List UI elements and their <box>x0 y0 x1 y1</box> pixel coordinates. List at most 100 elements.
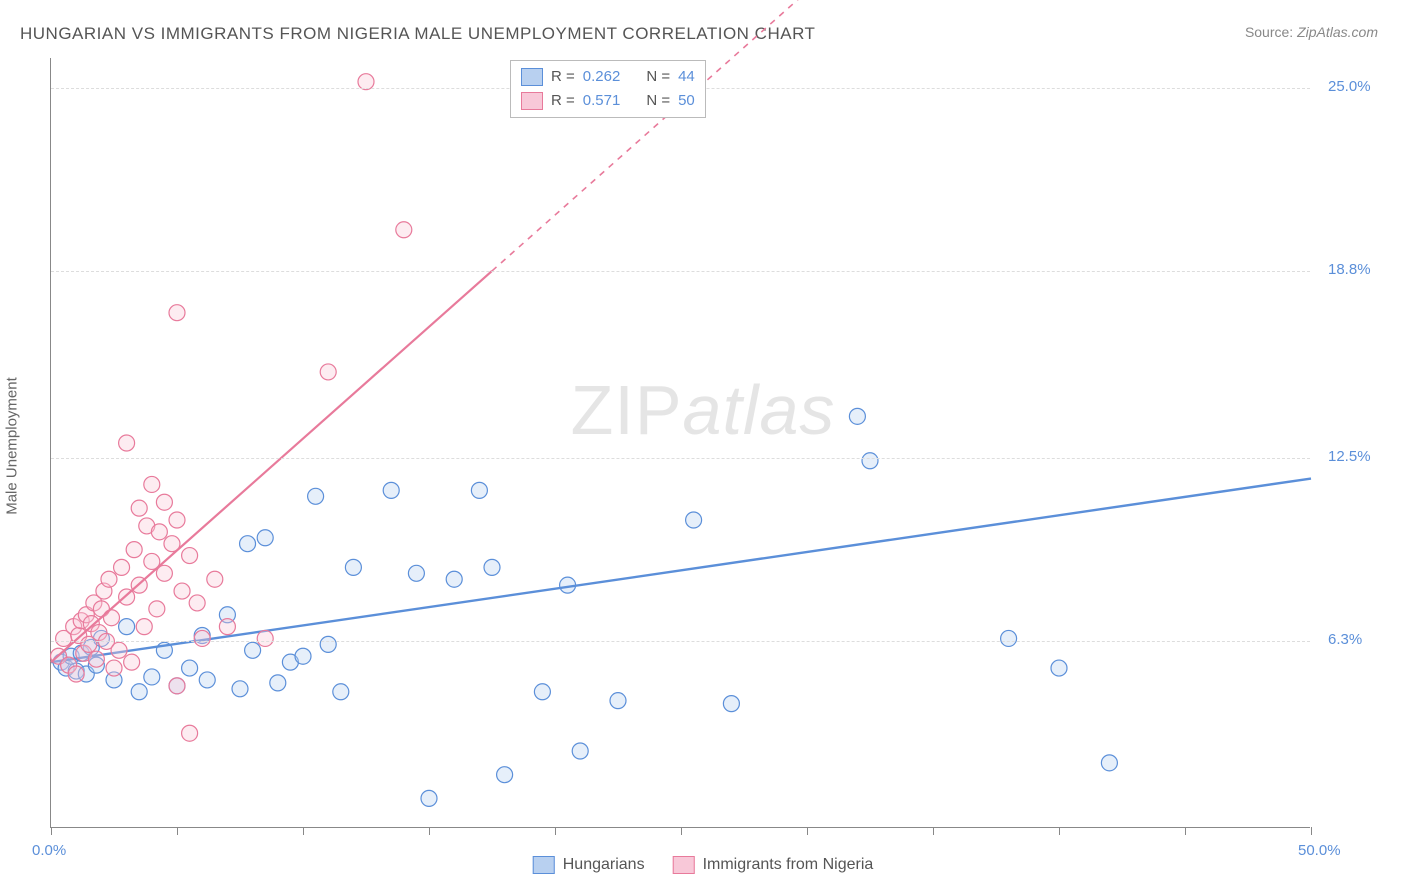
legend-swatch <box>521 92 543 110</box>
data-point <box>88 651 104 667</box>
scatter-plot-svg <box>51 58 1310 827</box>
data-point <box>149 601 165 617</box>
data-point <box>136 619 152 635</box>
data-point <box>219 619 235 635</box>
data-point <box>232 681 248 697</box>
data-point <box>169 678 185 694</box>
legend-r-value: 0.571 <box>583 89 621 113</box>
data-point <box>270 675 286 691</box>
x-axis-max-label: 50.0% <box>1298 842 1341 859</box>
data-point <box>169 305 185 321</box>
data-point <box>207 571 223 587</box>
data-point <box>144 669 160 685</box>
legend-series-item: Immigrants from Nigeria <box>673 856 874 874</box>
data-point <box>408 565 424 581</box>
data-point <box>245 642 261 658</box>
data-point <box>1001 630 1017 646</box>
data-point <box>1101 755 1117 771</box>
legend-n-value: 44 <box>678 65 695 89</box>
data-point <box>131 684 147 700</box>
legend-series-item: Hungarians <box>533 856 645 874</box>
data-point <box>610 693 626 709</box>
data-point <box>111 642 127 658</box>
legend-r-label: R = <box>551 89 575 113</box>
legend-correlation-row: R = 0.571 N = 50 <box>521 89 695 113</box>
trend-line-solid <box>51 271 492 662</box>
data-point <box>257 530 273 546</box>
data-point <box>308 488 324 504</box>
legend-n-value: 50 <box>678 89 695 113</box>
data-point <box>126 542 142 558</box>
data-point <box>396 222 412 238</box>
legend-correlation: R =0.262N =44R =0.571N =50 <box>510 60 706 118</box>
data-point <box>240 536 256 552</box>
source-attribution: Source: ZipAtlas.com <box>1245 24 1378 40</box>
legend-correlation-row: R =0.262N =44 <box>521 65 695 89</box>
legend-n-label: N = <box>646 89 670 113</box>
data-point <box>534 684 550 700</box>
plot-area <box>50 58 1310 828</box>
data-point <box>484 559 500 575</box>
gridline <box>51 271 1310 272</box>
x-tick <box>51 827 52 835</box>
data-point <box>383 482 399 498</box>
data-point <box>131 500 147 516</box>
data-point <box>151 524 167 540</box>
data-point <box>194 630 210 646</box>
data-point <box>320 636 336 652</box>
y-tick-label: 25.0% <box>1328 78 1371 95</box>
data-point <box>101 571 117 587</box>
x-tick <box>555 827 556 835</box>
x-tick <box>933 827 934 835</box>
data-point <box>156 494 172 510</box>
data-point <box>182 660 198 676</box>
x-tick <box>1311 827 1312 835</box>
y-tick-label: 6.3% <box>1328 631 1362 648</box>
data-point <box>723 696 739 712</box>
data-point <box>295 648 311 664</box>
gridline <box>51 641 1310 642</box>
data-point <box>572 743 588 759</box>
x-tick <box>429 827 430 835</box>
x-tick <box>681 827 682 835</box>
legend-swatch <box>521 68 543 86</box>
data-point <box>345 559 361 575</box>
x-axis-min-label: 0.0% <box>32 842 66 859</box>
data-point <box>257 630 273 646</box>
data-point <box>182 548 198 564</box>
legend-swatch <box>533 856 555 874</box>
data-point <box>199 672 215 688</box>
y-axis-label: Male Unemployment <box>4 377 21 515</box>
data-point <box>144 476 160 492</box>
data-point <box>446 571 462 587</box>
legend-series-label: Hungarians <box>563 856 645 874</box>
data-point <box>320 364 336 380</box>
data-point <box>106 660 122 676</box>
data-point <box>471 482 487 498</box>
x-tick <box>177 827 178 835</box>
data-point <box>333 684 349 700</box>
data-point <box>421 790 437 806</box>
data-point <box>189 595 205 611</box>
data-point <box>686 512 702 528</box>
x-tick <box>807 827 808 835</box>
trend-line <box>51 479 1311 663</box>
data-point <box>862 453 878 469</box>
source-name: ZipAtlas.com <box>1297 24 1378 40</box>
data-point <box>1051 660 1067 676</box>
legend-swatch <box>673 856 695 874</box>
data-point <box>114 559 130 575</box>
data-point <box>119 435 135 451</box>
y-tick-label: 18.8% <box>1328 261 1371 278</box>
legend-series-label: Immigrants from Nigeria <box>703 856 874 874</box>
legend-n-label: N = <box>646 65 670 89</box>
legend-series: Hungarians Immigrants from Nigeria <box>533 856 874 874</box>
data-point <box>124 654 140 670</box>
data-point <box>174 583 190 599</box>
data-point <box>68 666 84 682</box>
data-point <box>497 767 513 783</box>
y-tick-label: 12.5% <box>1328 448 1371 465</box>
x-tick <box>1185 827 1186 835</box>
data-point <box>182 725 198 741</box>
source-label: Source: <box>1245 24 1297 40</box>
